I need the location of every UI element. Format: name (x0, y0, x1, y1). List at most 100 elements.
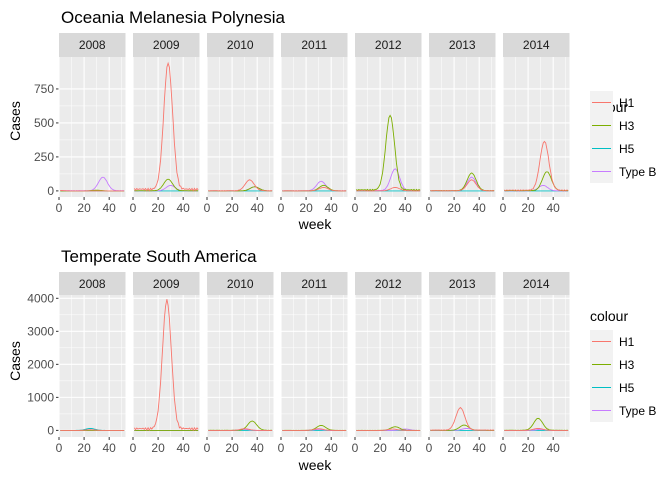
x-axis-title: week (298, 216, 333, 232)
series-line-h1 (282, 186, 347, 192)
x-tick-label: 40 (325, 201, 339, 215)
chart-title: Temperate South America (61, 247, 257, 266)
legend-label: H5 (619, 381, 635, 395)
facet-panel (281, 57, 348, 197)
x-tick-label: 20 (225, 201, 239, 215)
facet-strip-label: 2012 (375, 38, 402, 52)
facet-strip (59, 33, 126, 57)
legend-label: H1 (619, 335, 635, 349)
x-tick-label: 40 (399, 441, 413, 455)
x-tick-label: 20 (77, 441, 91, 455)
facet-panel (355, 57, 422, 197)
series-line-h1 (504, 140, 569, 192)
facet-panel (207, 57, 274, 197)
facet-strip-label: 2010 (227, 38, 254, 52)
facet-panel (133, 295, 200, 437)
facet-strip (133, 272, 200, 295)
facet-strip-label: 2013 (449, 277, 476, 291)
facet-strip (207, 33, 274, 57)
x-tick-label: 40 (473, 441, 487, 455)
facet-strip-label: 2010 (227, 277, 254, 291)
facet-strip (429, 272, 496, 295)
facet-panel (503, 295, 570, 437)
x-tick-label: 20 (521, 441, 535, 455)
x-tick-label: 0 (426, 441, 433, 455)
series-line-h1 (504, 427, 569, 431)
x-tick-label: 0 (278, 201, 285, 215)
facet-panel (355, 295, 422, 437)
x-tick-label: 20 (225, 441, 239, 455)
x-tick-label: 0 (500, 201, 507, 215)
facet-strip-label: 2009 (153, 38, 180, 52)
facet-panel (207, 295, 274, 437)
facet-panel (503, 57, 570, 197)
x-tick-label: 40 (177, 441, 191, 455)
chart-bottom: Temperate South America Cases week colou… (7, 247, 656, 473)
series-line-h1 (430, 179, 495, 192)
x-tick-label: 20 (299, 441, 313, 455)
facet-strip-label: 2013 (449, 38, 476, 52)
legend-label: Type B (619, 165, 656, 179)
x-tick-label: 20 (151, 201, 165, 215)
x-tick-label: 40 (399, 201, 413, 215)
series-line-h1 (133, 61, 199, 192)
facet-panel (281, 295, 348, 437)
x-tick-label: 40 (251, 441, 265, 455)
facet-strip-label: 2011 (301, 38, 327, 52)
series-line-h3 (355, 114, 421, 192)
x-axis-title: week (298, 457, 333, 473)
y-axis-title: Cases (7, 101, 23, 141)
x-tick-label: 0 (426, 201, 433, 215)
facet-strip-label: 2012 (375, 277, 402, 291)
facet-strip (355, 272, 422, 295)
facet-strip (503, 33, 570, 57)
facet-strip (429, 33, 496, 57)
series-line-h1 (430, 406, 495, 431)
x-tick-label: 0 (130, 441, 137, 455)
x-tick-label: 0 (278, 441, 285, 455)
legend-label: H3 (619, 119, 635, 133)
series-line-h1 (208, 428, 273, 431)
y-tick-label: 750 (34, 82, 54, 96)
x-tick-label: 0 (130, 201, 137, 215)
legend-label: H3 (619, 358, 635, 372)
x-tick-label: 40 (103, 441, 117, 455)
x-tick-label: 40 (103, 201, 117, 215)
x-tick-label: 20 (151, 441, 165, 455)
y-tick-label: 0 (47, 184, 54, 198)
series-line-h1 (356, 428, 421, 431)
facet-strip (281, 272, 348, 295)
series-line-h1 (60, 429, 125, 431)
facet-strip (355, 33, 422, 57)
facet-strip-label: 2009 (153, 277, 180, 291)
x-tick-label: 40 (325, 441, 339, 455)
facet-panel (59, 295, 126, 437)
x-tick-label: 0 (56, 441, 63, 455)
legend-label: H5 (619, 142, 635, 156)
legend-label: H1 (619, 96, 635, 110)
x-tick-label: 40 (251, 201, 265, 215)
facet-strip-label: 2014 (523, 38, 550, 52)
facet-strip (503, 272, 570, 295)
facet-strip (59, 272, 126, 295)
x-tick-label: 20 (373, 441, 387, 455)
legend-label: Type B (619, 404, 656, 418)
x-tick-label: 40 (547, 201, 561, 215)
y-tick-label: 2000 (27, 357, 54, 371)
facet-strip (207, 272, 274, 295)
facet-strip (133, 33, 200, 57)
facet-panel (59, 57, 126, 197)
y-tick-label: 250 (34, 150, 54, 164)
facet-panel (429, 57, 496, 197)
x-tick-label: 40 (547, 441, 561, 455)
facet-strip-label: 2008 (79, 277, 106, 291)
facet-panel (429, 295, 496, 437)
x-tick-label: 20 (77, 201, 91, 215)
x-tick-label: 0 (56, 201, 63, 215)
x-tick-label: 20 (447, 201, 461, 215)
x-tick-label: 20 (373, 201, 387, 215)
x-tick-label: 20 (447, 441, 461, 455)
facet-strip (281, 33, 348, 57)
y-tick-label: 1000 (27, 390, 54, 404)
